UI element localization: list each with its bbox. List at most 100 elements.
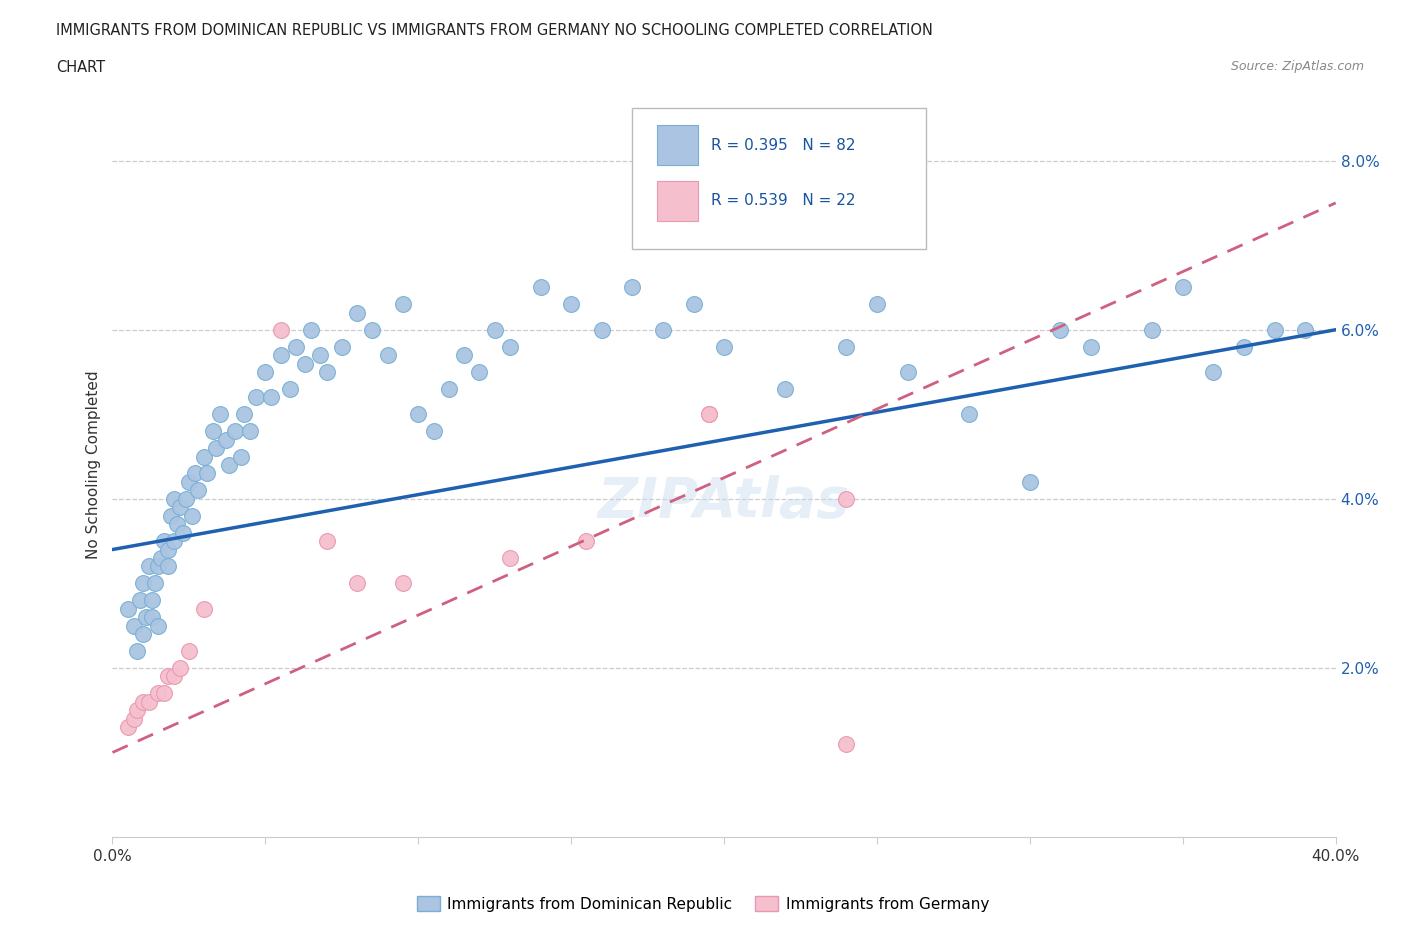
Point xyxy=(254,365,277,379)
Point xyxy=(591,323,613,338)
Y-axis label: No Schooling Completed: No Schooling Completed xyxy=(86,371,101,559)
Point xyxy=(309,348,332,363)
Point xyxy=(468,365,491,379)
Point xyxy=(408,406,430,421)
Point xyxy=(392,576,415,591)
Point xyxy=(315,365,337,379)
Point xyxy=(195,466,218,481)
Point xyxy=(1018,474,1040,489)
Point xyxy=(299,323,322,338)
Point xyxy=(150,551,173,565)
Point xyxy=(957,406,980,421)
Point xyxy=(1142,323,1164,338)
Point xyxy=(315,534,337,549)
Point xyxy=(205,441,228,456)
Point xyxy=(270,323,292,338)
Text: IMMIGRANTS FROM DOMINICAN REPUBLIC VS IMMIGRANTS FROM GERMANY NO SCHOOLING COMPL: IMMIGRANTS FROM DOMINICAN REPUBLIC VS IM… xyxy=(56,23,934,38)
Point xyxy=(835,339,858,354)
Point xyxy=(835,491,858,506)
Point xyxy=(897,365,920,379)
Point xyxy=(181,509,204,524)
Point xyxy=(174,491,197,506)
Point xyxy=(575,534,598,549)
Point xyxy=(159,509,181,524)
Point xyxy=(202,424,225,439)
Point xyxy=(294,356,316,371)
Point xyxy=(129,592,152,607)
Point xyxy=(560,297,582,312)
Point xyxy=(330,339,353,354)
Point xyxy=(141,592,163,607)
Point xyxy=(278,381,301,396)
Point xyxy=(224,424,246,439)
Point xyxy=(1080,339,1102,354)
Text: CHART: CHART xyxy=(56,60,105,75)
Point xyxy=(163,669,186,684)
Text: R = 0.395   N = 82: R = 0.395 N = 82 xyxy=(710,138,855,153)
Point xyxy=(1264,323,1286,338)
Point xyxy=(682,297,704,312)
Point xyxy=(153,534,176,549)
Point xyxy=(652,323,675,338)
Point xyxy=(499,551,522,565)
Point xyxy=(233,406,256,421)
Legend: Immigrants from Dominican Republic, Immigrants from Germany: Immigrants from Dominican Republic, Immi… xyxy=(411,889,995,918)
Point xyxy=(453,348,475,363)
Point xyxy=(1294,323,1316,338)
Point xyxy=(530,280,553,295)
Point xyxy=(143,576,166,591)
Point xyxy=(193,602,215,617)
Point xyxy=(184,466,207,481)
Point xyxy=(132,627,155,642)
Point xyxy=(214,432,236,447)
Point xyxy=(177,644,200,658)
Point xyxy=(484,323,506,338)
Point xyxy=(169,499,191,514)
FancyBboxPatch shape xyxy=(633,108,927,249)
Text: R = 0.539   N = 22: R = 0.539 N = 22 xyxy=(710,193,855,208)
Point xyxy=(132,695,155,710)
Point xyxy=(187,483,209,498)
Point xyxy=(1049,323,1071,338)
Point xyxy=(125,703,148,718)
Point xyxy=(284,339,308,354)
Point xyxy=(835,737,858,751)
Point xyxy=(245,390,267,405)
Point xyxy=(163,491,186,506)
Point xyxy=(499,339,522,354)
FancyBboxPatch shape xyxy=(657,180,699,221)
Point xyxy=(156,559,179,574)
Point xyxy=(361,323,384,338)
Point xyxy=(122,618,145,633)
Point xyxy=(122,711,145,726)
Point xyxy=(229,449,252,464)
Point xyxy=(218,458,240,472)
Point xyxy=(138,559,160,574)
Point xyxy=(422,424,444,439)
Text: Source: ZipAtlas.com: Source: ZipAtlas.com xyxy=(1230,60,1364,73)
Point xyxy=(697,406,720,421)
Point xyxy=(208,406,231,421)
Point xyxy=(713,339,735,354)
Point xyxy=(377,348,399,363)
Point xyxy=(125,644,148,658)
Point xyxy=(141,610,163,625)
Point xyxy=(148,685,170,700)
Point xyxy=(1171,280,1194,295)
Point xyxy=(346,576,368,591)
Point xyxy=(132,576,155,591)
Point xyxy=(621,280,644,295)
Point xyxy=(172,525,194,540)
Point xyxy=(138,695,160,710)
Point xyxy=(437,381,460,396)
Point xyxy=(866,297,889,312)
Point xyxy=(163,534,186,549)
Point xyxy=(260,390,283,405)
Point xyxy=(177,474,200,489)
Point xyxy=(775,381,797,396)
Point xyxy=(135,610,157,625)
FancyBboxPatch shape xyxy=(657,125,699,166)
Point xyxy=(148,559,170,574)
Point xyxy=(156,669,179,684)
Point xyxy=(169,660,191,675)
